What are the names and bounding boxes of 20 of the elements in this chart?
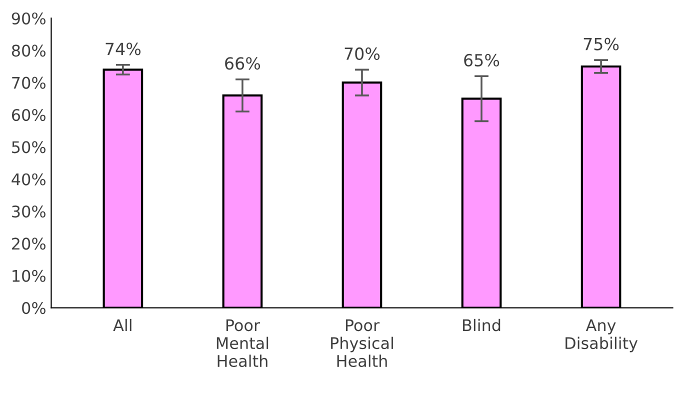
data-label: 65% <box>464 54 500 66</box>
x-tick-label: Any Disability <box>566 319 638 352</box>
y-tick-label: 40% <box>12 173 46 186</box>
x-tick-label: Poor Mental Health <box>216 319 268 368</box>
data-label: 66% <box>225 57 260 70</box>
data-label: 70% <box>344 47 380 60</box>
y-tick-label: 0% <box>22 302 46 314</box>
x-tick-label: Blind <box>463 318 500 332</box>
y-tick-label: 70% <box>12 76 46 89</box>
y-tick-label: 80% <box>12 44 46 57</box>
y-tick-label: 90% <box>12 12 46 25</box>
y-tick-label: 60% <box>12 108 46 122</box>
data-label: 74% <box>106 42 141 56</box>
x-tick-label: Poor Physical Health <box>331 319 393 368</box>
y-tick-label: 30% <box>12 205 46 218</box>
y-tick-label: 20% <box>12 238 46 250</box>
y-tick-label: 50% <box>12 141 46 154</box>
x-tick-label: All <box>113 318 132 332</box>
data-label: 75% <box>584 38 619 50</box>
y-tick-label: 10% <box>12 270 46 282</box>
